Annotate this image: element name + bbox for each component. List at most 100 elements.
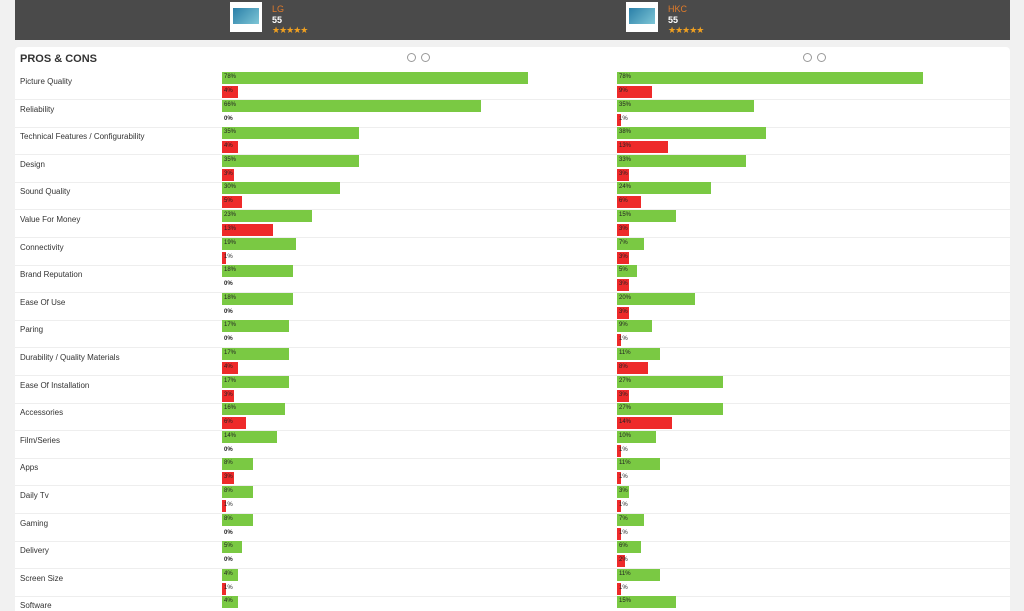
cons-label: 3% [224,170,233,177]
cons-label: 6% [619,198,628,205]
pros-label: 35% [619,101,632,108]
cons-bar [617,86,653,98]
cons-label: 4% [224,88,233,94]
pros-label: 23% [224,212,237,218]
row: Screen Size 4% 1% 11% 1% [15,568,1010,597]
row-label: Daily Tv [20,491,49,500]
cons-bar [617,168,629,181]
pros-bar [222,403,285,416]
cons-label: 3% [619,308,628,315]
product-name[interactable]: LG [272,4,285,14]
cons-label: 1% [224,502,233,508]
pros-bar [222,292,293,305]
cons-bar [617,582,621,595]
pros-bar [617,210,676,222]
pros-label: 20% [619,294,632,301]
pros-bar [222,486,254,498]
cons-label: 3% [619,281,628,288]
pros-label: 5% [224,543,233,550]
cons-bar [617,306,629,319]
pros-bar [222,99,481,112]
row-label: Sound Quality [20,187,71,197]
cons-label: 3% [619,391,628,398]
row: Sound Quality 30% 5% 24% 6% [15,182,1010,211]
pros-label: 8% [224,460,233,467]
cons-bar [617,141,668,154]
cons-label: 1% [224,584,233,591]
pros-label: 11% [619,460,631,467]
cons-bar [617,251,629,264]
row: Connectivity 19% 1% 7% 3% [15,237,1010,266]
cons-label: 1% [619,474,628,481]
pros-bar [222,458,254,471]
cons-bar [222,196,242,209]
pros-label: 33% [619,156,632,163]
row-label: Durability / Quality Materials [20,353,120,362]
cons-label: 3% [619,226,628,232]
pros-bar [617,265,637,278]
pros-bar [222,596,238,609]
cons-bar [222,362,238,374]
pros-label: 5% [619,267,628,274]
cons-label: 2% [619,557,628,564]
frown-icon [817,53,826,62]
row-label: Brand Reputation [20,270,83,280]
cons-label: 8% [619,364,628,370]
pros-label: 18% [224,294,237,301]
cons-label: 0% [224,336,233,343]
pros-bar [617,430,657,443]
cons-bar [617,224,629,236]
cons-bar [617,113,621,126]
pros-bar [617,99,755,112]
cons-label: 13% [224,226,237,232]
row-label: Picture Quality [20,77,73,86]
row-label: Accessories [20,408,64,418]
pros-bar [617,458,661,471]
cons-label: 13% [619,143,632,150]
cons-label: 4% [224,143,233,150]
cons-bar [222,389,234,402]
product-name[interactable]: HKC [668,4,688,14]
frown-icon [421,53,430,62]
row: Durability / Quality Materials 17% 4% 11% 8% [15,348,1010,376]
pros-bar [617,403,723,416]
row: Reliability 66% 0% 35% 1% [15,99,1010,128]
row-label: Screen Size [20,573,64,583]
pros-bar [222,568,238,581]
pros-label: 3% [619,488,628,494]
cons-bar [617,555,625,568]
product-rating: ★★★★★ [272,25,308,35]
pros-bar [617,596,676,609]
smile-icon [407,53,416,62]
cons-bar [222,224,273,236]
pros-label: 7% [619,239,628,246]
row-label: Paring [20,325,44,335]
row-label: Apps [20,463,39,473]
pros-bar [222,72,528,84]
cons-bar [617,389,629,402]
pros-label: 16% [224,405,237,412]
row: Technical Features / Configurability 35% 4… [15,127,1010,156]
cons-label: 14% [619,419,632,426]
row: Ease Of Installation 17% 3% 27% 3% [15,375,1010,404]
cons-bar [617,279,629,292]
row: Brand Reputation 18% 0% 5% 3% [15,265,1010,294]
pros-label: 8% [224,488,233,494]
pros-label: 14% [224,432,237,439]
cons-label: 0% [224,446,233,453]
pros-label: 78% [224,74,237,80]
cons-bar [222,141,238,154]
pros-label: 11% [619,350,631,356]
pros-bar [617,541,641,554]
pros-bar [617,154,747,167]
product-score: 55 [668,15,679,25]
cons-label: 1% [619,115,628,122]
pros-bar [222,348,289,360]
cons-bar [222,168,234,181]
pros-label: 15% [619,598,632,605]
pros-bar [222,430,277,443]
cons-bar [617,417,672,430]
pros-label: 11% [619,570,631,577]
pros-bar [617,348,661,360]
